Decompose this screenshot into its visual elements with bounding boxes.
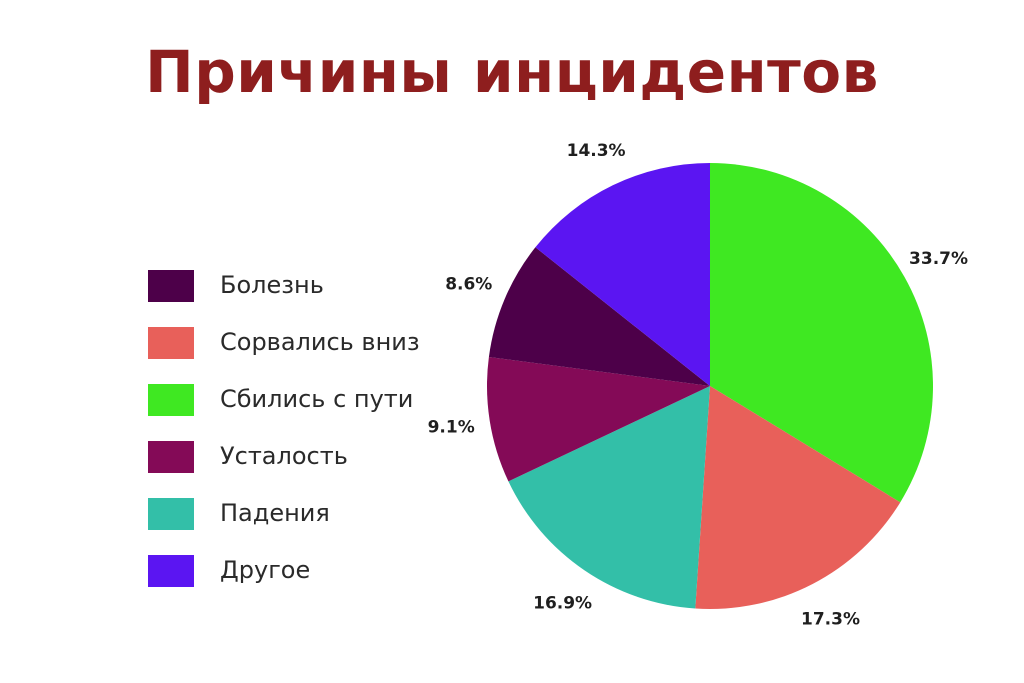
legend-swatch-other: [148, 555, 194, 587]
slice-label-fatigue: 9.1%: [428, 418, 475, 438]
legend-label-other: Другое: [220, 556, 311, 584]
slice-label-illness: 8.6%: [445, 275, 492, 295]
legend-swatch-lost-way: [148, 384, 194, 416]
pie-slice-illness: [488, 247, 710, 386]
pie-slice-fell-down: [695, 386, 901, 610]
legend-swatch-fell-down: [148, 327, 194, 359]
pie-slice-other: [535, 163, 710, 386]
legend-swatch-illness: [148, 270, 194, 302]
pie-slice-fatigue: [487, 356, 710, 482]
slice-label-lost-way: 33.7%: [909, 249, 968, 269]
chart-title: Причины инцидентов: [145, 38, 879, 106]
legend-label-fell-down: Сорвались вниз: [220, 328, 420, 356]
pie-slice-falls: [508, 386, 710, 609]
legend-label-falls: Падения: [220, 499, 330, 527]
legend-label-fatigue: Усталость: [220, 442, 348, 470]
slice-label-falls: 16.9%: [533, 594, 592, 614]
legend-label-illness: Болезнь: [220, 271, 324, 299]
legend-swatch-fatigue: [148, 441, 194, 473]
slice-label-fell-down: 17.3%: [801, 610, 860, 630]
pie-slice-lost-way: [710, 163, 934, 503]
slice-label-other: 14.3%: [567, 141, 626, 161]
legend-label-lost-way: Сбились с пути: [220, 385, 414, 413]
legend-swatch-falls: [148, 498, 194, 530]
